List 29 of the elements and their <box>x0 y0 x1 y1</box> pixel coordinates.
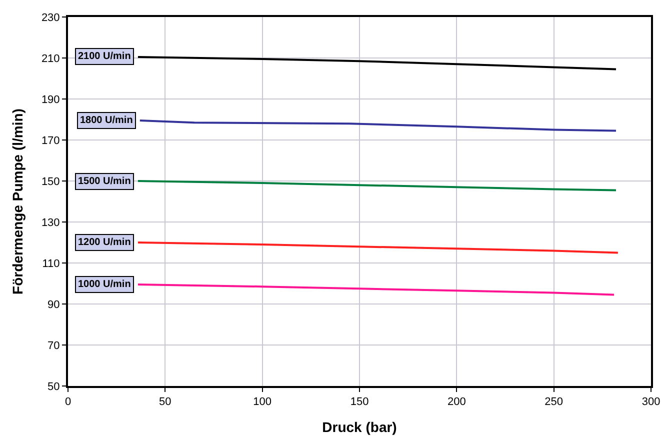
line-series <box>138 120 618 132</box>
line-series <box>136 56 618 70</box>
y-tick-label: 70 <box>48 340 60 352</box>
x-tick-label: 250 <box>544 396 564 408</box>
y-tick-label: 190 <box>41 94 60 106</box>
series-label: 1200 U/min <box>78 237 131 248</box>
y-tick-label: 50 <box>48 380 60 393</box>
line-series <box>136 284 616 296</box>
y-axis-title: Fördermenge Pumpe (l/min) <box>10 108 26 294</box>
line-series <box>136 242 619 254</box>
x-tick-label: 100 <box>253 396 272 408</box>
y-tick-label: 110 <box>42 258 60 270</box>
y-tick-label: 90 <box>48 298 60 311</box>
x-axis-title: Druck (bar) <box>322 419 397 435</box>
x-tick-label: 200 <box>447 396 466 408</box>
y-tick-label: 170 <box>41 134 60 147</box>
y-tick-label: 130 <box>41 216 60 229</box>
series-label: 1500 U/min <box>78 176 131 187</box>
series-label: 2100 U/min <box>78 51 131 62</box>
x-tick-label: 300 <box>642 396 660 408</box>
x-tick-label: 50 <box>159 396 172 408</box>
x-tick-label: 150 <box>350 396 369 408</box>
x-tick-label: 0 <box>64 396 72 408</box>
y-tick-label: 230 <box>41 12 60 24</box>
series-label: 1000 U/min <box>78 279 131 290</box>
series-label: 1800 U/min <box>80 115 133 126</box>
line-series <box>136 180 618 192</box>
y-tick-label: 150 <box>41 176 60 188</box>
y-tick-label: 210 <box>41 52 60 65</box>
